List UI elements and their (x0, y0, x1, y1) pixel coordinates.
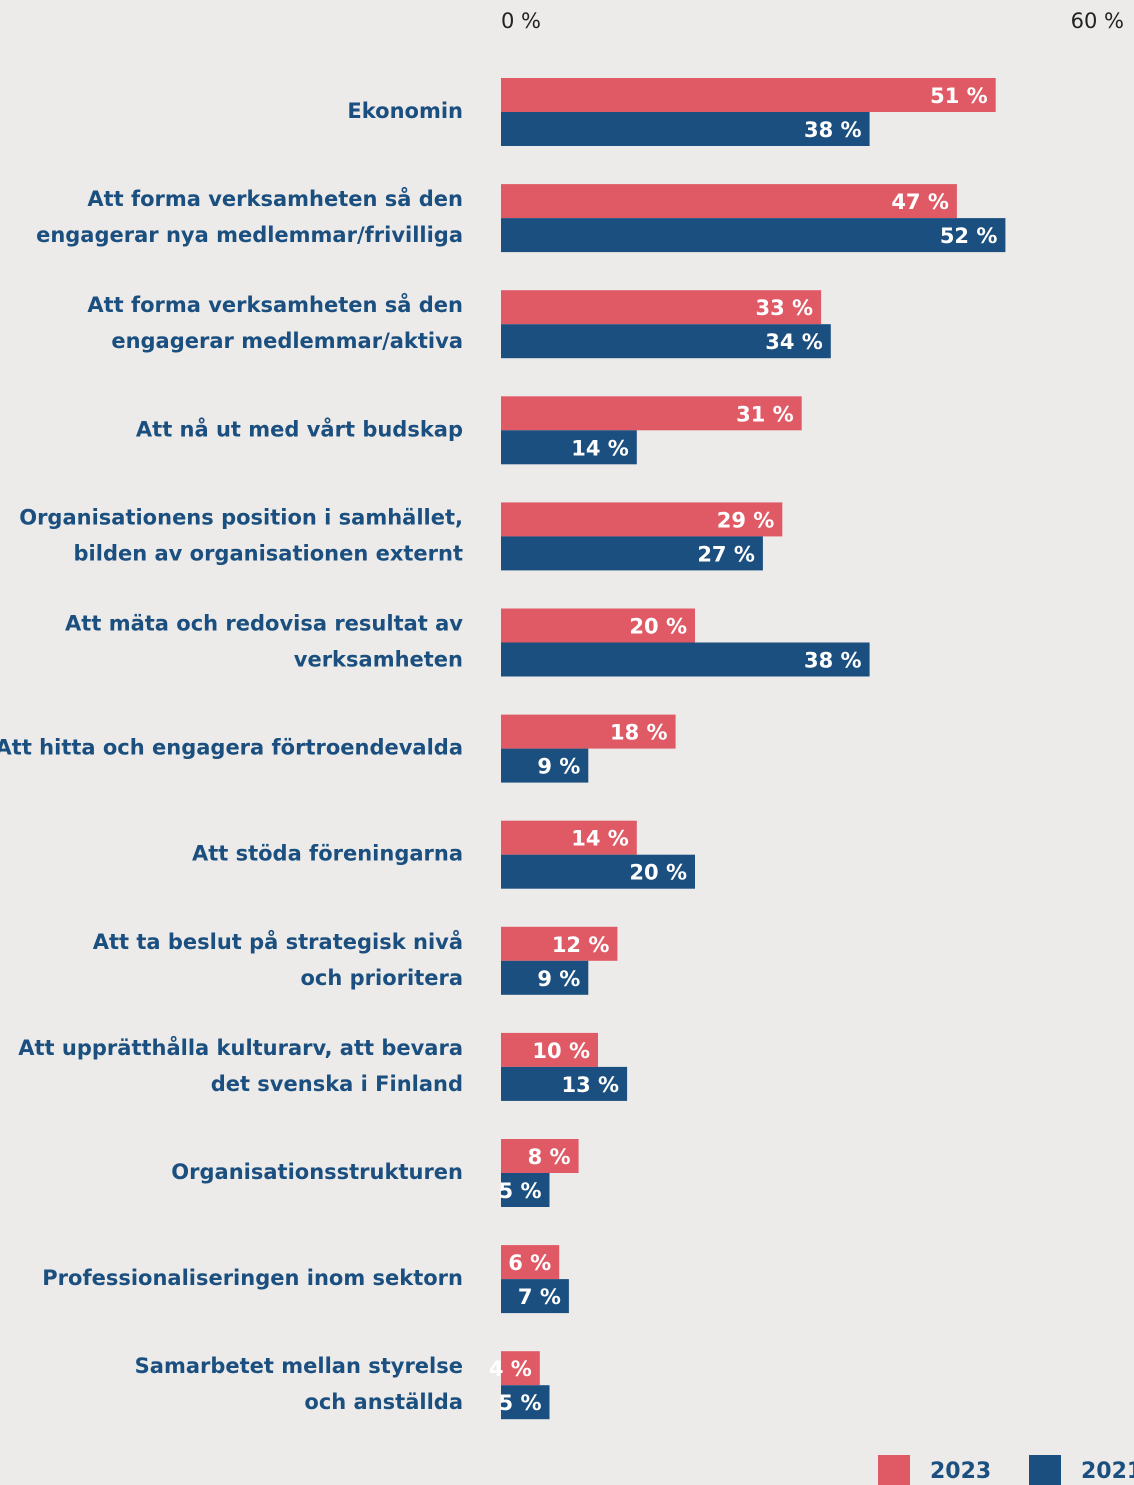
bar (501, 1173, 550, 1207)
bar (501, 1279, 569, 1314)
category-label: Att stöda föreningarna (192, 842, 463, 866)
value-label: 9 % (537, 755, 580, 779)
bar (501, 218, 1006, 253)
bar (501, 714, 676, 749)
value-label: 33 % (756, 296, 814, 320)
category-label: verksamheten (294, 648, 463, 672)
category-label: bilden av organisationen externt (74, 541, 463, 565)
bar (501, 1245, 560, 1280)
bar (501, 78, 996, 112)
value-label: 14 % (571, 827, 629, 851)
bar (501, 642, 870, 677)
bar (501, 1351, 540, 1386)
bar (501, 608, 695, 643)
value-label: 38 % (804, 649, 862, 673)
category-label: det svenska i Finland (211, 1072, 463, 1096)
bar (501, 396, 802, 431)
bar (501, 820, 637, 855)
category-label: Att forma verksamheten så den (87, 292, 463, 317)
category-label: Organisationsstrukturen (171, 1160, 463, 1184)
category-label: Att forma verksamheten så den (87, 186, 463, 211)
value-label: 5 % (499, 1391, 542, 1415)
value-label: 34 % (765, 330, 823, 354)
bar (501, 1385, 550, 1420)
bar (501, 854, 695, 889)
value-label: 9 % (537, 967, 580, 991)
category-label: engagerar nya medlemmar/frivilliga (36, 223, 463, 247)
bar (501, 536, 763, 571)
x-tick-label: 0 % (501, 9, 541, 33)
legend-label: 2021 (1081, 1459, 1134, 1484)
value-label: 7 % (518, 1285, 561, 1309)
category-label: och anställda (304, 1390, 463, 1414)
value-label: 13 % (562, 1073, 620, 1097)
value-label: 52 % (940, 224, 998, 248)
value-label: 10 % (532, 1039, 590, 1063)
category-label: och prioritera (300, 966, 463, 990)
bar (501, 290, 822, 325)
value-label: 18 % (610, 721, 668, 745)
value-label: 29 % (717, 508, 775, 532)
bar (501, 960, 589, 995)
category-label: Att ta beslut på strategisk nivå (93, 929, 463, 954)
value-label: 47 % (891, 190, 949, 214)
category-label: Att nå ut med vårt budskap (136, 416, 463, 441)
bar (501, 926, 618, 961)
bar (501, 112, 870, 146)
category-label: Att upprätthålla kulturarv, att bevara (18, 1035, 463, 1060)
legend-label: 2023 (930, 1459, 991, 1484)
bar (501, 748, 589, 783)
value-label: 20 % (629, 861, 687, 885)
legend-swatch (1029, 1455, 1061, 1485)
value-label: 4 % (489, 1357, 532, 1381)
bar (501, 1066, 628, 1101)
category-label: Professionaliseringen inom sektorn (42, 1266, 463, 1290)
value-label: 31 % (736, 402, 794, 426)
bar (501, 430, 637, 465)
value-label: 38 % (804, 118, 862, 142)
value-label: 8 % (528, 1145, 571, 1169)
legend-swatch (878, 1455, 910, 1485)
bar (501, 502, 783, 537)
category-label: Att hitta och engagera förtroendevalda (0, 736, 463, 760)
category-label: engagerar medlemmar/aktiva (111, 329, 463, 353)
value-label: 12 % (552, 933, 610, 957)
value-label: 20 % (629, 615, 687, 639)
x-tick-label: 60 % (1071, 9, 1124, 33)
category-label: Att mäta och redovisa resultat av (65, 612, 463, 636)
value-label: 51 % (930, 84, 988, 108)
bar (501, 324, 831, 359)
category-label: Organisationens position i samhället, (19, 505, 463, 529)
bar (501, 1139, 579, 1173)
value-label: 14 % (571, 436, 629, 460)
value-label: 5 % (499, 1179, 542, 1203)
value-label: 27 % (697, 542, 755, 566)
bar (501, 1032, 598, 1067)
category-label: Samarbetet mellan styrelse (135, 1354, 463, 1378)
category-label: Ekonomin (347, 99, 463, 123)
value-label: 6 % (508, 1251, 551, 1275)
bar (501, 184, 957, 219)
